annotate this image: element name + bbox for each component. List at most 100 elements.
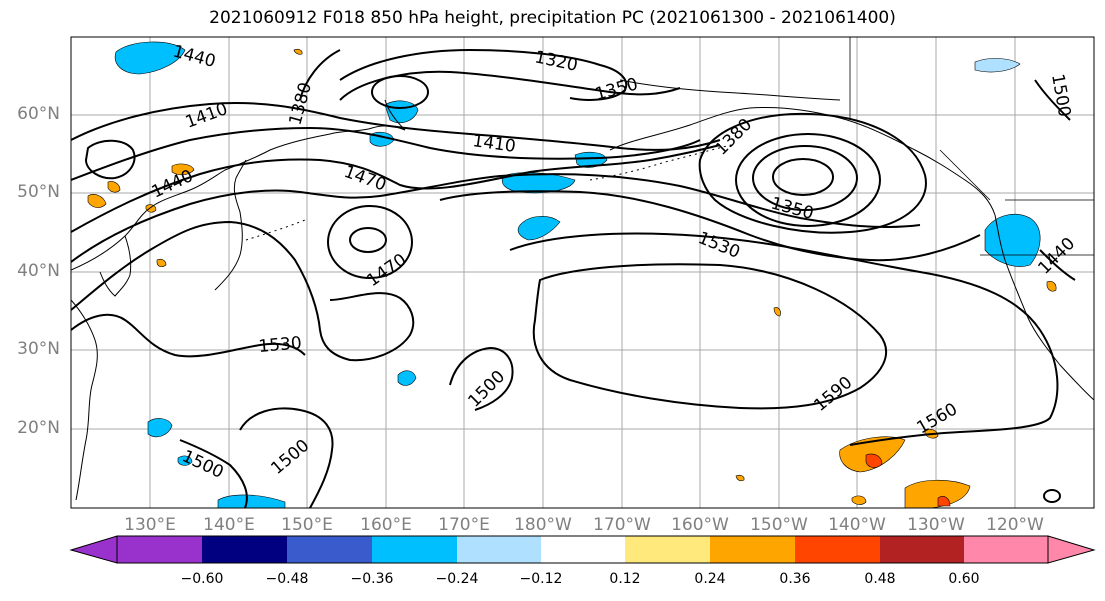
precip-positive-area [293,48,303,55]
contour-low-pacific [327,205,413,279]
precip-negative-area [397,370,417,386]
lat-label: 40°N [17,261,60,281]
graticule [71,37,1094,508]
contour-1500 [449,346,514,411]
precip-positive-area [735,474,745,482]
precip-negative-area [984,214,1041,267]
precip-positive-area [865,453,883,468]
colorbar-tick-label: 0.48 [864,571,896,587]
lon-label: 130°E [124,515,176,535]
colorbar-tick-label: 0.12 [609,571,641,587]
lon-label: 140°W [828,515,886,535]
lat-label: 60°N [17,104,60,124]
contour-1500-south2 [239,407,334,508]
colorbar-tick-label: 0.36 [779,571,811,587]
contour-1440-east [1039,249,1076,281]
contour-high-east [1043,489,1061,503]
precip-negative-area [501,172,576,194]
colorbar-tick-label: −0.12 [519,571,563,587]
contour-low-alaska [772,158,834,196]
precip-negative-area [114,41,186,75]
coastline-china [71,299,98,501]
lat-label: 20°N [17,418,60,438]
lon-label: 140°E [203,515,255,535]
contour-1440 [71,126,701,181]
coastline-asia [71,125,406,271]
contour-low-kamchatka [371,75,429,109]
lon-label: 160°E [360,515,412,535]
contour-1380 [299,49,341,101]
precip-positive-area [904,479,971,508]
coastline-arctic [619,79,841,101]
precip-negative-area [217,494,286,508]
lon-label: 170°W [593,515,651,535]
contour-1440-west [84,139,136,180]
colorbar-tick-label: −0.60 [180,571,224,587]
precip-positive-area [107,181,121,193]
lat-label: 30°N [17,339,60,359]
contour-low-alaska [735,133,881,227]
colorbar-segment [710,536,795,563]
colorbar-segment [964,536,1048,563]
colorbar-tick-label: −0.24 [435,571,479,587]
contour-low-alaska [698,112,927,234]
contour-1500-ne [1034,79,1071,121]
colorbar-segment [625,536,710,563]
coastlines [71,37,1094,501]
contour-1470 [71,144,721,233]
lon-label: 120°W [986,515,1044,535]
colorbar-segment [541,536,625,563]
lon-label: 150°E [281,515,333,535]
colorbar-segment [372,536,457,563]
coastline-korea [99,235,132,297]
contour-1530-north [439,190,981,262]
precip-positive-area [171,163,195,176]
colorbar-segment [795,536,880,563]
coastline-japan [214,159,247,291]
precip-positive-area [156,258,167,268]
colorbar-extend-low [69,535,118,564]
lon-label: 150°W [750,515,808,535]
contour-1500-north [71,173,921,263]
lon-label: 180°W [514,515,572,535]
colorbar-tick-label: 0.60 [948,571,980,587]
contour-label: 1530 [258,333,303,357]
precip-negative-area [974,58,1021,73]
colorbar-tick-label: −0.48 [265,571,309,587]
precip-negative-area [517,216,561,241]
contour-1590 [532,263,887,410]
lon-label: 130°W [907,515,965,535]
precip-positive-area [87,194,107,208]
border-us-canada [939,149,1094,256]
colorbar-segment [287,536,372,563]
plot-frame [70,36,1095,509]
colorbar-segment [202,536,287,563]
kurils [245,219,306,241]
contour-1560 [509,232,1059,446]
precip-shading [87,41,1057,508]
colorbar-segment [117,536,202,563]
contour-1500-west [71,313,306,358]
precip-positive-area [937,496,951,507]
height-contours [71,48,1076,508]
aleutians [589,143,736,181]
coastline-alaska [609,107,996,216]
colorbar-frame [116,535,1049,564]
colorbar [69,535,1096,564]
precip-negative-area [147,418,173,438]
contour-1410 [71,101,721,151]
precip-negative-area [177,455,193,466]
contour-low-alaska [752,145,858,211]
colorbar-segment [880,536,964,563]
map-title: 2021060912 F018 850 hPa height, precipit… [209,8,896,28]
contour-low-pacific [349,227,387,253]
colorbar-tick-label: 0.24 [694,571,726,587]
colorbar-tick-label: −0.36 [350,571,394,587]
colorbar-segment [457,536,541,563]
lon-label: 170°E [438,515,490,535]
colorbar-extend-high [1047,535,1096,564]
precip-positive-area [1046,281,1057,292]
precip-positive-area [851,495,867,505]
contour-1500-south [179,439,248,508]
